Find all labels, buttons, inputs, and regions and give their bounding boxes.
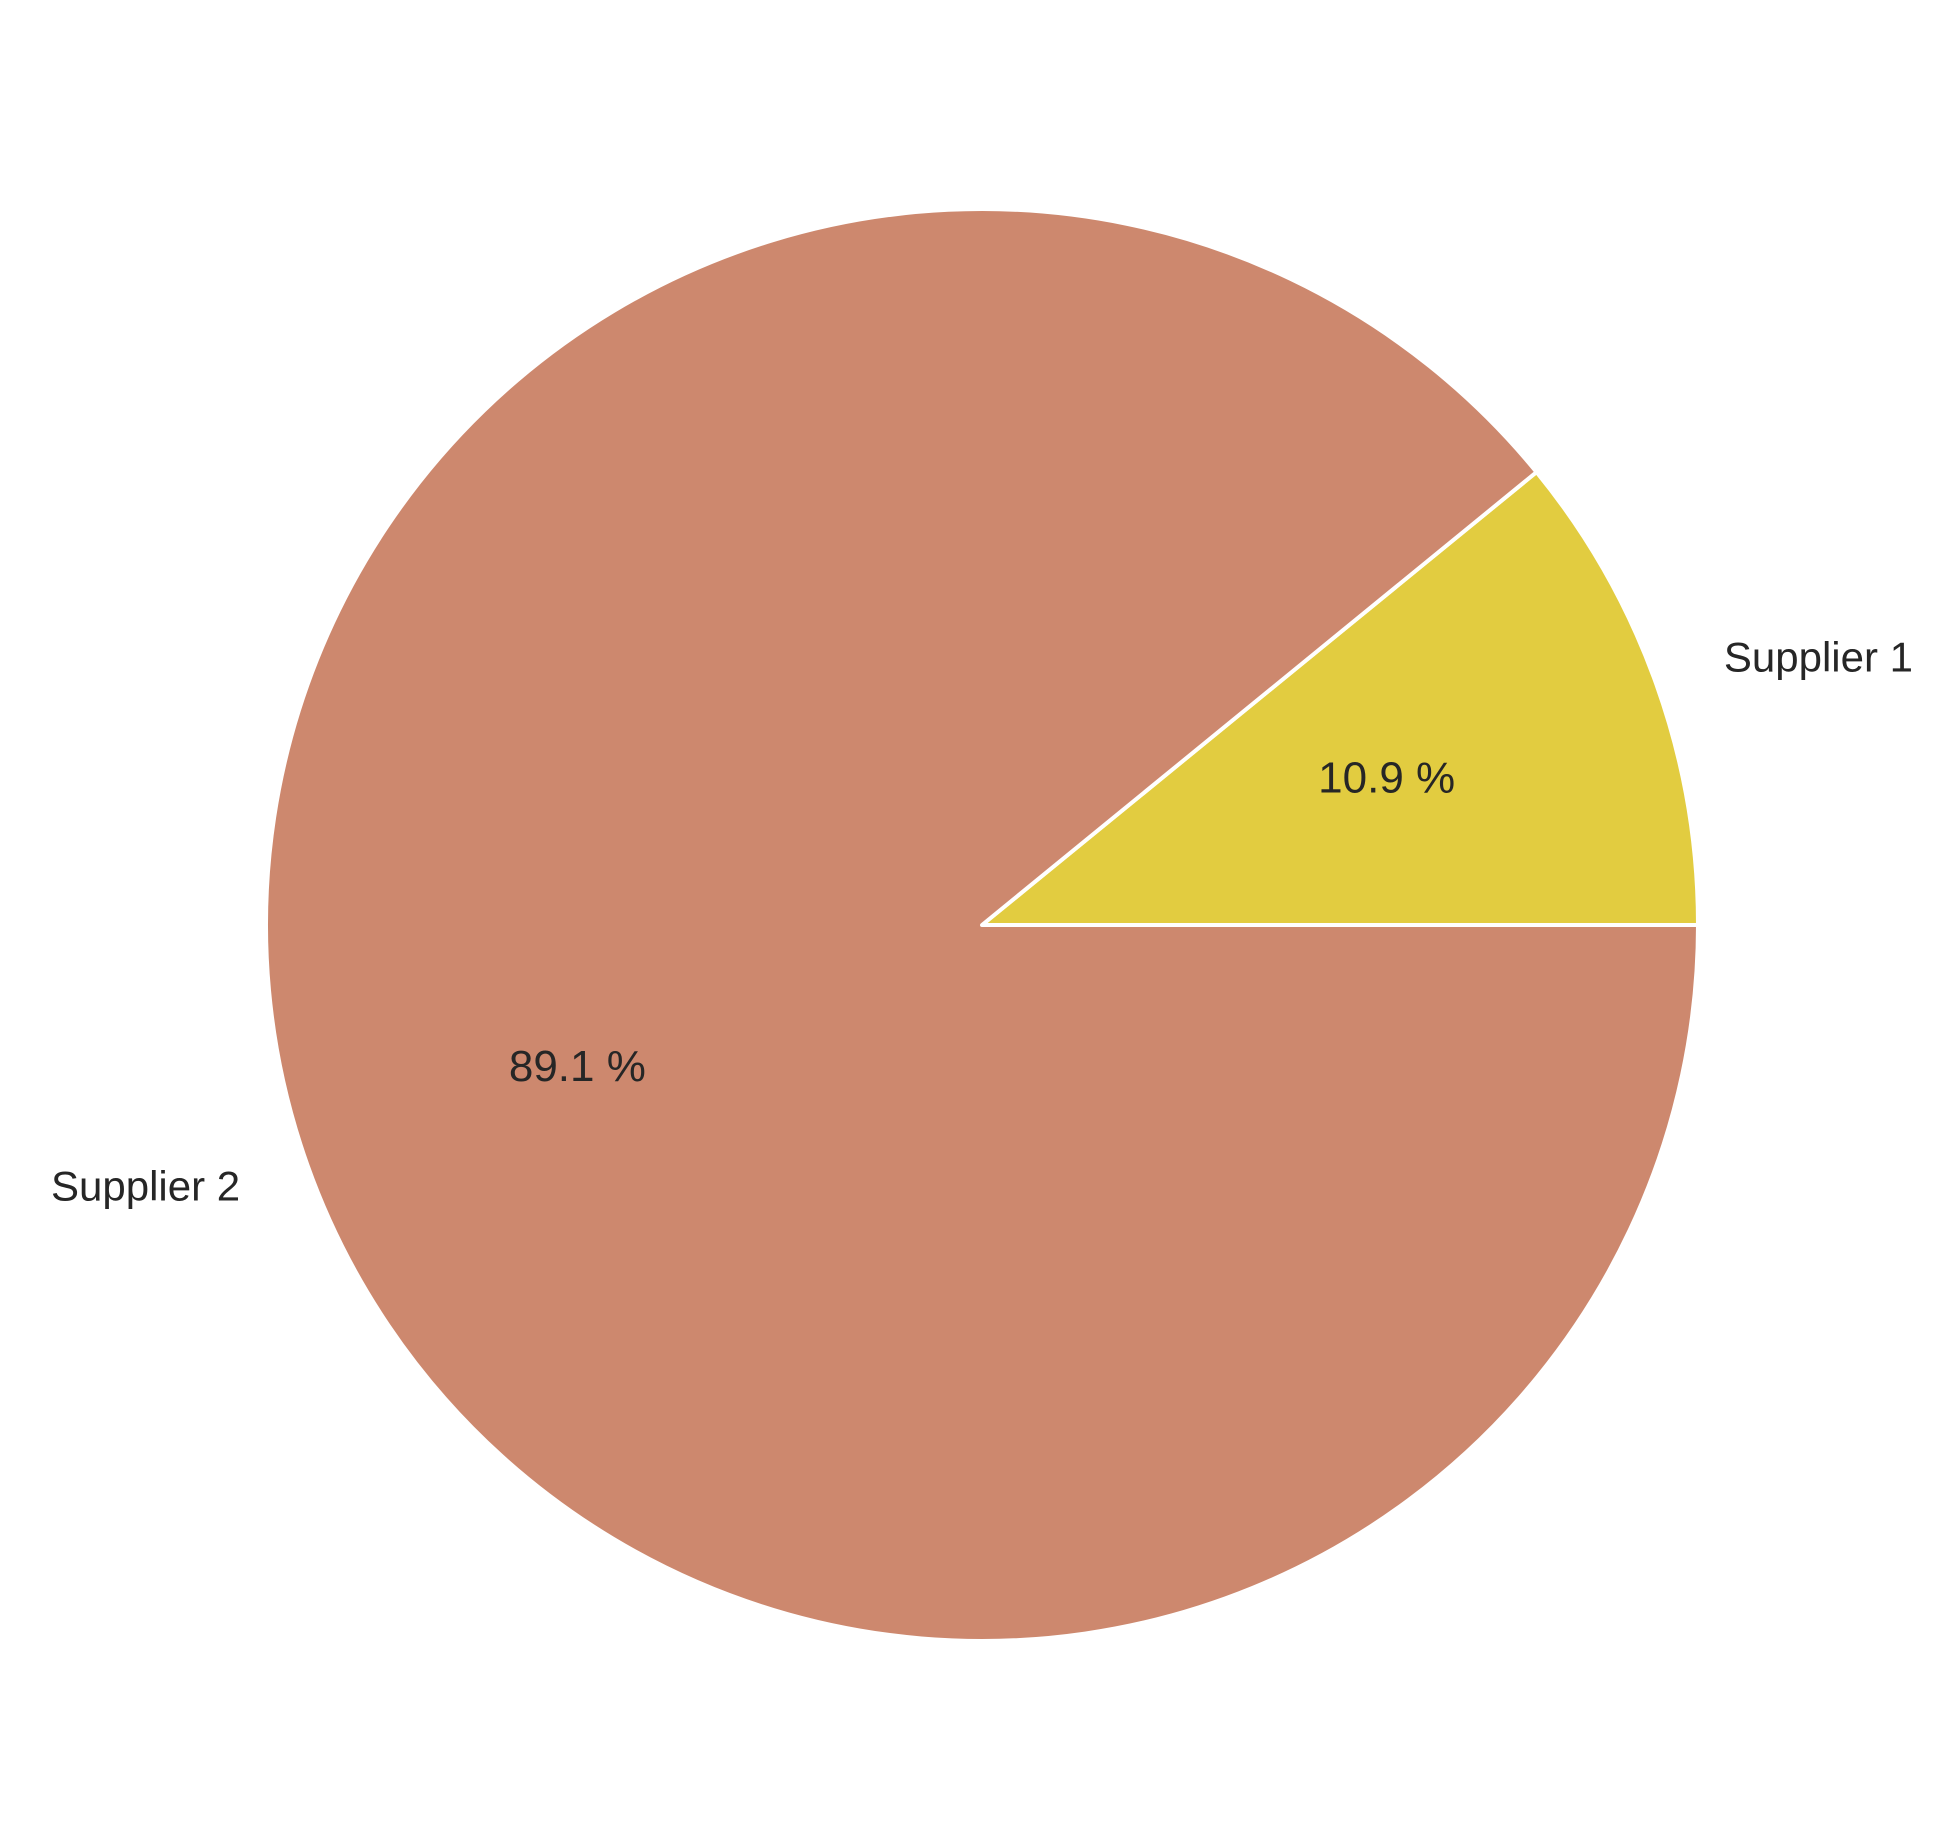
pie-percent-label: 10.9 %: [1318, 753, 1455, 802]
pie-category-label: Supplier 2: [51, 1163, 240, 1210]
pie-labels: 10.9 % Supplier 1 89.1 % Supplier 2: [51, 634, 1913, 1210]
pie-category-label: Supplier 1: [1724, 634, 1913, 681]
pie-slice-supplier-1: [980, 470, 1700, 927]
pie-percent-label: 89.1 %: [509, 1042, 646, 1091]
pie-slices: [264, 207, 1700, 1643]
pie-slice-supplier-2: [264, 207, 1700, 1643]
